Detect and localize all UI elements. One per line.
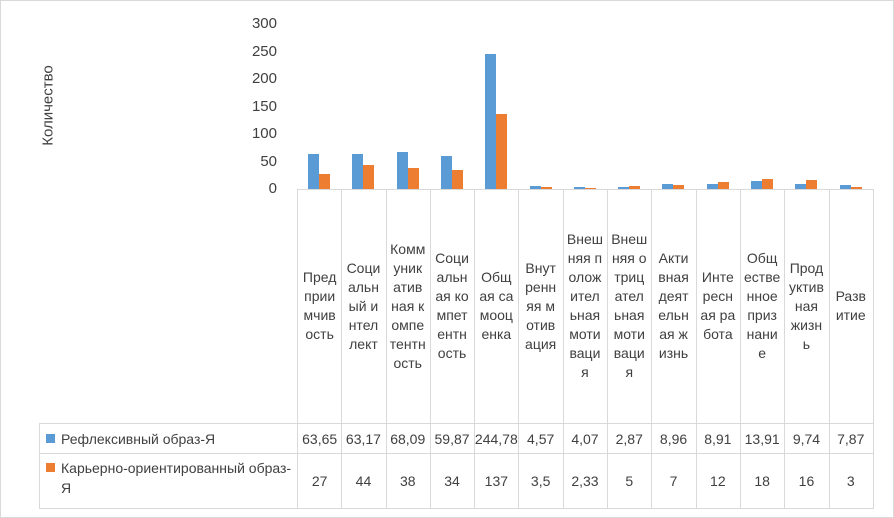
category-label: Внешняя отрицательная мотивация: [607, 189, 653, 424]
bar-reflexive: [839, 184, 851, 189]
y-tick-label: 250: [251, 42, 277, 60]
category-label: Коммуникативная компетентность: [385, 189, 431, 424]
legend-label: Карьерно-ориентированный образ-Я: [61, 460, 292, 496]
data-table-value: 16: [784, 453, 830, 509]
bar-reflexive: [529, 186, 541, 189]
data-table-value: 244,78: [474, 423, 520, 454]
bar-reflexive: [618, 187, 630, 189]
category-label: Предприимчивость: [297, 189, 343, 424]
bar-reflexive: [440, 156, 452, 189]
bar-career: [451, 170, 463, 189]
category-label: Общественное признание: [740, 189, 786, 424]
bar-career: [806, 180, 818, 189]
data-table-value: 12: [695, 453, 741, 509]
data-table-value: 4,07: [562, 423, 609, 454]
legend-entry-reflexive: Рефлексивный образ-Я: [39, 423, 297, 454]
y-tick-label: 200: [251, 70, 277, 87]
data-table-value: 137: [474, 453, 520, 509]
bar-reflexive: [751, 181, 762, 189]
bar-reflexive: [308, 153, 319, 189]
bar-reflexive: [352, 154, 364, 189]
bar-career: [496, 113, 508, 189]
data-table-value: 3,5: [518, 453, 564, 509]
data-table-value: 4,57: [518, 423, 564, 454]
bar-career: [319, 174, 330, 189]
data-table-value: 7: [651, 453, 697, 509]
data-table-value: 34: [429, 453, 476, 509]
bar-career: [762, 179, 773, 189]
data-table-value: 27: [297, 453, 343, 509]
legend-entry-career: Карьерно-ориентированный образ-Я: [39, 453, 297, 509]
bar-reflexive: [706, 184, 718, 189]
category-label: Внутренняя мотивация: [518, 189, 564, 424]
y-tick-label: 100: [251, 125, 277, 142]
y-tick-label: 300: [251, 15, 277, 32]
bar-career: [673, 185, 685, 189]
data-table-value: 9,74: [784, 423, 830, 454]
bar-career: [584, 187, 596, 189]
y-axis-label: Количество: [39, 65, 57, 146]
data-table-value: 2,33: [562, 453, 609, 509]
y-tick-label: 50: [260, 152, 277, 170]
bar-reflexive: [573, 186, 585, 189]
legend-label: Рефлексивный образ-Я: [61, 431, 216, 447]
category-label: Активная деятельная жизнь: [651, 189, 697, 424]
category-label: Внешняя положительная мотивация: [562, 189, 609, 424]
bar-career: [407, 168, 419, 189]
data-table-value: 2,87: [607, 423, 653, 454]
bar-career: [363, 164, 375, 189]
data-table-value: 8,91: [695, 423, 741, 454]
category-label: Социальный интеллект: [341, 189, 387, 424]
data-table-value: 5: [607, 453, 653, 509]
category-label: Социальная компетентность: [429, 189, 476, 424]
x-axis-line: [297, 189, 873, 190]
data-table-value: 18: [740, 453, 786, 509]
data-table-value: 63,17: [341, 423, 387, 454]
category-label: Продуктивная жизнь: [784, 189, 830, 424]
data-table-value: 8,96: [651, 423, 697, 454]
bar-reflexive: [485, 54, 497, 189]
bar-career: [540, 187, 552, 189]
bar-reflexive: [396, 151, 408, 189]
data-table-value: 44: [341, 453, 387, 509]
data-table-value: 13,91: [740, 423, 786, 454]
category-label: Развитие: [828, 189, 874, 424]
legend-key-icon: [46, 463, 55, 472]
legend-key-icon: [46, 434, 55, 443]
data-table-value: 63,65: [297, 423, 343, 454]
data-table-value: 68,09: [385, 423, 431, 454]
bar-career: [629, 186, 641, 189]
data-table-value: 3: [828, 453, 874, 509]
bar-career: [850, 187, 862, 189]
data-table-value: 38: [385, 453, 431, 509]
category-label: Интересная работа: [695, 189, 741, 424]
bar-reflexive: [795, 183, 807, 189]
data-table-value: 59,87: [429, 423, 476, 454]
bar-career: [717, 182, 729, 189]
y-tick-label: 0: [268, 180, 277, 197]
category-label: Общая самооценка: [474, 189, 520, 424]
bar-reflexive: [662, 184, 674, 189]
y-tick-label: 150: [251, 97, 277, 115]
data-table-value: 7,87: [828, 423, 874, 454]
